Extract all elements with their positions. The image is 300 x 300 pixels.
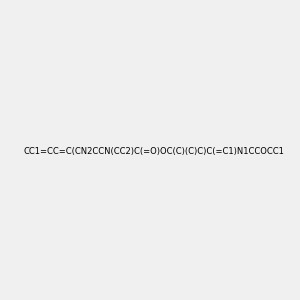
- Text: CC1=CC=C(CN2CCN(CC2)C(=O)OC(C)(C)C)C(=C1)N1CCOCC1: CC1=CC=C(CN2CCN(CC2)C(=O)OC(C)(C)C)C(=C1…: [23, 147, 284, 156]
